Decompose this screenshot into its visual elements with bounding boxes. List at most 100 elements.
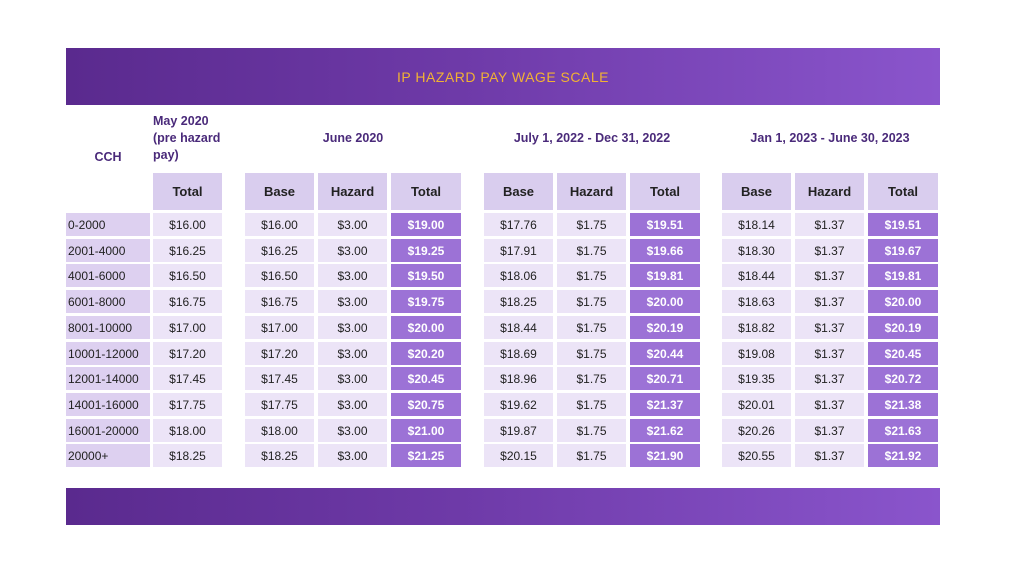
total-cell: $20.44 [630,342,700,365]
column-header: Base [245,173,314,210]
table-cell: $17.91 [484,239,553,262]
table-cell: $19.62 [484,393,553,416]
table-cell: $17.20 [245,342,314,365]
may-2020-header: May 2020 (pre hazard pay) [153,114,221,162]
table-cell: $3.00 [318,444,387,467]
table-cell: $1.37 [795,290,864,313]
group-header-june-2020: June 2020 [322,131,384,145]
table-cell: $18.25 [245,444,314,467]
table-cell: $1.75 [557,239,626,262]
column-header: Total [391,173,461,210]
group-header-jan-jun-2023: Jan 1, 2023 - June 30, 2023 [750,131,910,145]
table-cell: $1.75 [557,367,626,390]
table-cell: $16.25 [153,239,222,262]
total-cell: $19.67 [868,239,938,262]
table-cell: $1.37 [795,239,864,262]
table-cell: $16.75 [153,290,222,313]
row-label-cch: 10001-12000 [66,342,150,365]
footer-banner [66,488,940,525]
table-cell: $17.75 [153,393,222,416]
table-cell: $1.37 [795,444,864,467]
table-cell: $20.26 [722,419,791,442]
total-cell: $19.66 [630,239,700,262]
column-header: Hazard [795,173,864,210]
table-cell: $1.37 [795,419,864,442]
table-cell: $17.76 [484,213,553,236]
table-cell: $16.00 [153,213,222,236]
total-cell: $19.75 [391,290,461,313]
table-cell: $16.75 [245,290,314,313]
table-cell: $3.00 [318,213,387,236]
total-cell: $19.81 [630,264,700,287]
table-cell: $17.20 [153,342,222,365]
table-cell: $16.25 [245,239,314,262]
column-header: Hazard [557,173,626,210]
total-cell: $20.20 [391,342,461,365]
column-header: Total [630,173,700,210]
table-cell: $3.00 [318,419,387,442]
total-cell: $21.92 [868,444,938,467]
table-cell: $3.00 [318,316,387,339]
total-cell: $20.71 [630,367,700,390]
table-cell: $3.00 [318,239,387,262]
table-cell: $1.75 [557,213,626,236]
total-cell: $20.45 [868,342,938,365]
total-cell: $19.00 [391,213,461,236]
table-cell: $1.75 [557,290,626,313]
table-cell: $18.06 [484,264,553,287]
table-cell: $3.00 [318,264,387,287]
table-cell: $17.75 [245,393,314,416]
total-cell: $19.81 [868,264,938,287]
table-cell: $3.00 [318,367,387,390]
table-cell: $1.75 [557,393,626,416]
total-cell: $20.75 [391,393,461,416]
total-cell: $21.38 [868,393,938,416]
table-cell: $1.75 [557,342,626,365]
table-cell: $1.75 [557,419,626,442]
table-cell: $18.30 [722,239,791,262]
table-cell: $1.37 [795,393,864,416]
total-cell: $19.51 [630,213,700,236]
table-cell: $3.00 [318,393,387,416]
table-cell: $1.37 [795,213,864,236]
row-label-cch: 6001-8000 [66,290,150,313]
table-cell: $19.87 [484,419,553,442]
table-cell: $17.45 [245,367,314,390]
title-banner: IP HAZARD PAY WAGE SCALE [66,48,940,105]
total-cell: $20.72 [868,367,938,390]
table-cell: $18.96 [484,367,553,390]
group-header-jul-dec-2022: July 1, 2022 - Dec 31, 2022 [513,131,671,145]
total-cell: $21.63 [868,419,938,442]
table-cell: $20.01 [722,393,791,416]
total-cell: $19.25 [391,239,461,262]
table-cell: $1.75 [557,316,626,339]
column-header: Total [153,173,222,210]
column-header: Base [484,173,553,210]
column-header: Hazard [318,173,387,210]
table-cell: $3.00 [318,290,387,313]
total-cell: $19.50 [391,264,461,287]
total-cell: $19.51 [868,213,938,236]
total-cell: $21.00 [391,419,461,442]
table-cell: $20.55 [722,444,791,467]
table-cell: $1.75 [557,444,626,467]
row-label-cch: 4001-6000 [66,264,150,287]
table-cell: $18.69 [484,342,553,365]
total-cell: $20.00 [868,290,938,313]
table-cell: $19.08 [722,342,791,365]
row-label-cch: 16001-20000 [66,419,150,442]
total-cell: $20.00 [391,316,461,339]
row-label-cch: 12001-14000 [66,367,150,390]
total-cell: $21.90 [630,444,700,467]
row-label-cch: 0-2000 [66,213,150,236]
total-cell: $21.62 [630,419,700,442]
row-label-cch: 2001-4000 [66,239,150,262]
table-cell: $18.63 [722,290,791,313]
total-cell: $20.45 [391,367,461,390]
total-cell: $20.19 [868,316,938,339]
table-cell: $18.00 [245,419,314,442]
table-cell: $16.50 [153,264,222,287]
total-cell: $20.19 [630,316,700,339]
table-cell: $19.35 [722,367,791,390]
table-cell: $3.00 [318,342,387,365]
